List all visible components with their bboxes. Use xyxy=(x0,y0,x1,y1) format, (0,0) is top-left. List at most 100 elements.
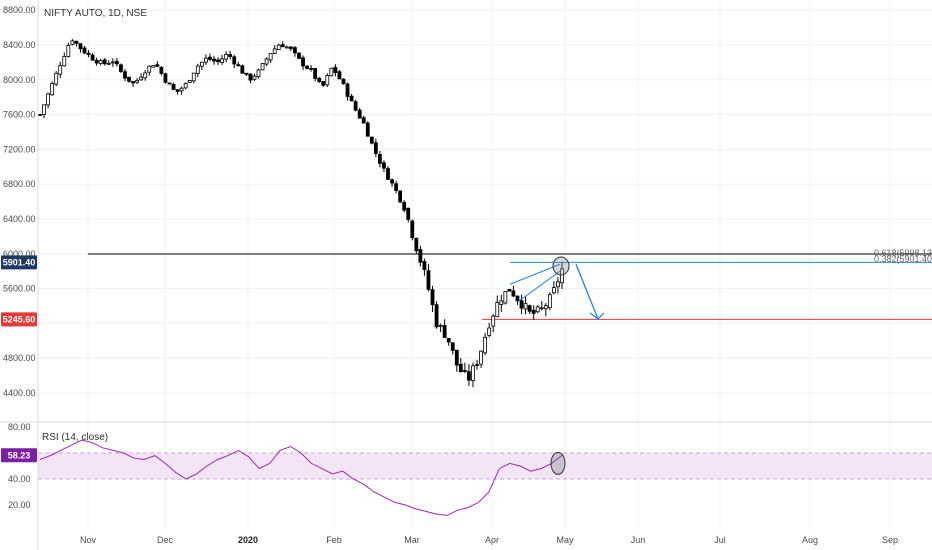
candle-body xyxy=(62,56,67,67)
current-price-badge-bg xyxy=(1,255,37,270)
candle-body xyxy=(70,40,75,45)
candle-body xyxy=(467,371,471,381)
candle-body xyxy=(531,309,536,314)
candle-body xyxy=(475,364,479,366)
candles xyxy=(38,39,564,388)
candle-body xyxy=(333,66,338,73)
candle-body xyxy=(305,65,309,70)
candle-body xyxy=(317,77,322,83)
candle-body xyxy=(349,95,354,102)
candle-body xyxy=(361,117,366,124)
candle-body xyxy=(511,290,516,297)
drawings[interactable] xyxy=(509,256,605,320)
candle-body xyxy=(66,45,71,57)
candle-body xyxy=(102,59,107,65)
candle-body xyxy=(260,63,265,71)
candle-body xyxy=(151,65,156,68)
candle-body xyxy=(458,363,463,373)
candle-body xyxy=(98,60,103,64)
rsi-value-badge-bg xyxy=(1,448,37,463)
candle-body xyxy=(556,281,560,288)
support-price-badge: 5245.60 xyxy=(3,314,36,324)
support-price-badge-bg xyxy=(1,312,37,327)
time-tick-label: Sep xyxy=(882,535,898,545)
candle-body xyxy=(256,69,261,78)
chart-title: NIFTY AUTO, 1D, NSE xyxy=(44,8,147,19)
current-price-badge: 5901.40 xyxy=(3,257,36,267)
candle-body xyxy=(183,83,188,89)
rsi-tick-label: 80.00 xyxy=(8,422,31,432)
candle-body xyxy=(212,58,216,62)
candle-body xyxy=(114,60,119,65)
price-highlight-circle xyxy=(552,256,570,276)
time-tick-label: May xyxy=(556,535,574,545)
candle-body xyxy=(519,300,524,309)
price-tick-label: 8800.00 xyxy=(3,5,36,15)
candle-body xyxy=(204,57,208,63)
candle-body xyxy=(345,83,350,97)
rsi-tick-label: 20.00 xyxy=(8,500,31,510)
trendline-upper xyxy=(509,263,561,285)
target-arrow-line xyxy=(575,263,599,320)
candle-body xyxy=(208,56,212,60)
candle-body xyxy=(171,84,176,90)
candle-body xyxy=(487,327,492,336)
candle-body xyxy=(86,52,91,55)
candle-body xyxy=(106,62,111,65)
candle-body xyxy=(430,289,435,306)
candle-body xyxy=(357,109,362,119)
candle-body xyxy=(187,80,192,84)
price-tick-label: 7200.00 xyxy=(3,144,36,154)
candle-body xyxy=(503,291,508,304)
candle-body xyxy=(293,47,297,54)
candle-body xyxy=(560,268,564,284)
rsi-title: RSI (14, close) xyxy=(42,432,108,443)
candle-body xyxy=(78,43,83,50)
candle-body xyxy=(58,65,63,75)
candle-body xyxy=(232,56,237,65)
candle-body xyxy=(309,67,314,70)
candle-body xyxy=(135,80,140,83)
time-tick-label: 2020 xyxy=(238,535,258,545)
candle-body xyxy=(248,73,253,81)
candle-body xyxy=(155,64,160,67)
candle-body xyxy=(288,46,293,49)
candle-body xyxy=(539,307,544,310)
candle-body xyxy=(139,76,144,81)
candle-body xyxy=(224,53,229,60)
candle-body xyxy=(54,72,59,85)
time-tick-label: Dec xyxy=(157,535,174,545)
candle-body xyxy=(535,306,540,313)
price-tick-label: 8000.00 xyxy=(3,75,36,85)
candle-body xyxy=(119,64,123,72)
candle-body xyxy=(220,58,224,63)
candle-body xyxy=(495,302,500,317)
candle-body xyxy=(236,64,241,67)
candle-body xyxy=(252,75,257,80)
rsi-line xyxy=(39,439,563,516)
candle-body xyxy=(386,168,390,180)
candle-body xyxy=(434,304,439,328)
candle-body xyxy=(406,207,411,220)
candle-body xyxy=(507,288,512,292)
candle-body xyxy=(341,78,346,85)
rsi-panel xyxy=(38,439,932,516)
time-tick-label: Feb xyxy=(326,535,342,545)
levels: 0.618(5998.13)0.382(5901.40) xyxy=(88,248,932,320)
time-tick-label: Jun xyxy=(631,535,646,545)
candle-body xyxy=(276,44,281,50)
price-tick-label: 6800.00 xyxy=(3,179,36,189)
grid xyxy=(38,0,932,530)
rsi-tick-label: 40.00 xyxy=(8,474,31,484)
candle-body xyxy=(418,249,423,263)
candle-body xyxy=(523,303,528,310)
candle-body xyxy=(410,220,415,238)
time-tick-label: Nov xyxy=(80,535,97,545)
candle-body xyxy=(191,72,196,82)
time-tick-label: Mar xyxy=(404,535,420,545)
price-tick-label: 7600.00 xyxy=(3,110,36,120)
candle-body xyxy=(297,52,301,59)
price-tick-label: 8400.00 xyxy=(3,40,36,50)
candle-body xyxy=(90,54,95,61)
